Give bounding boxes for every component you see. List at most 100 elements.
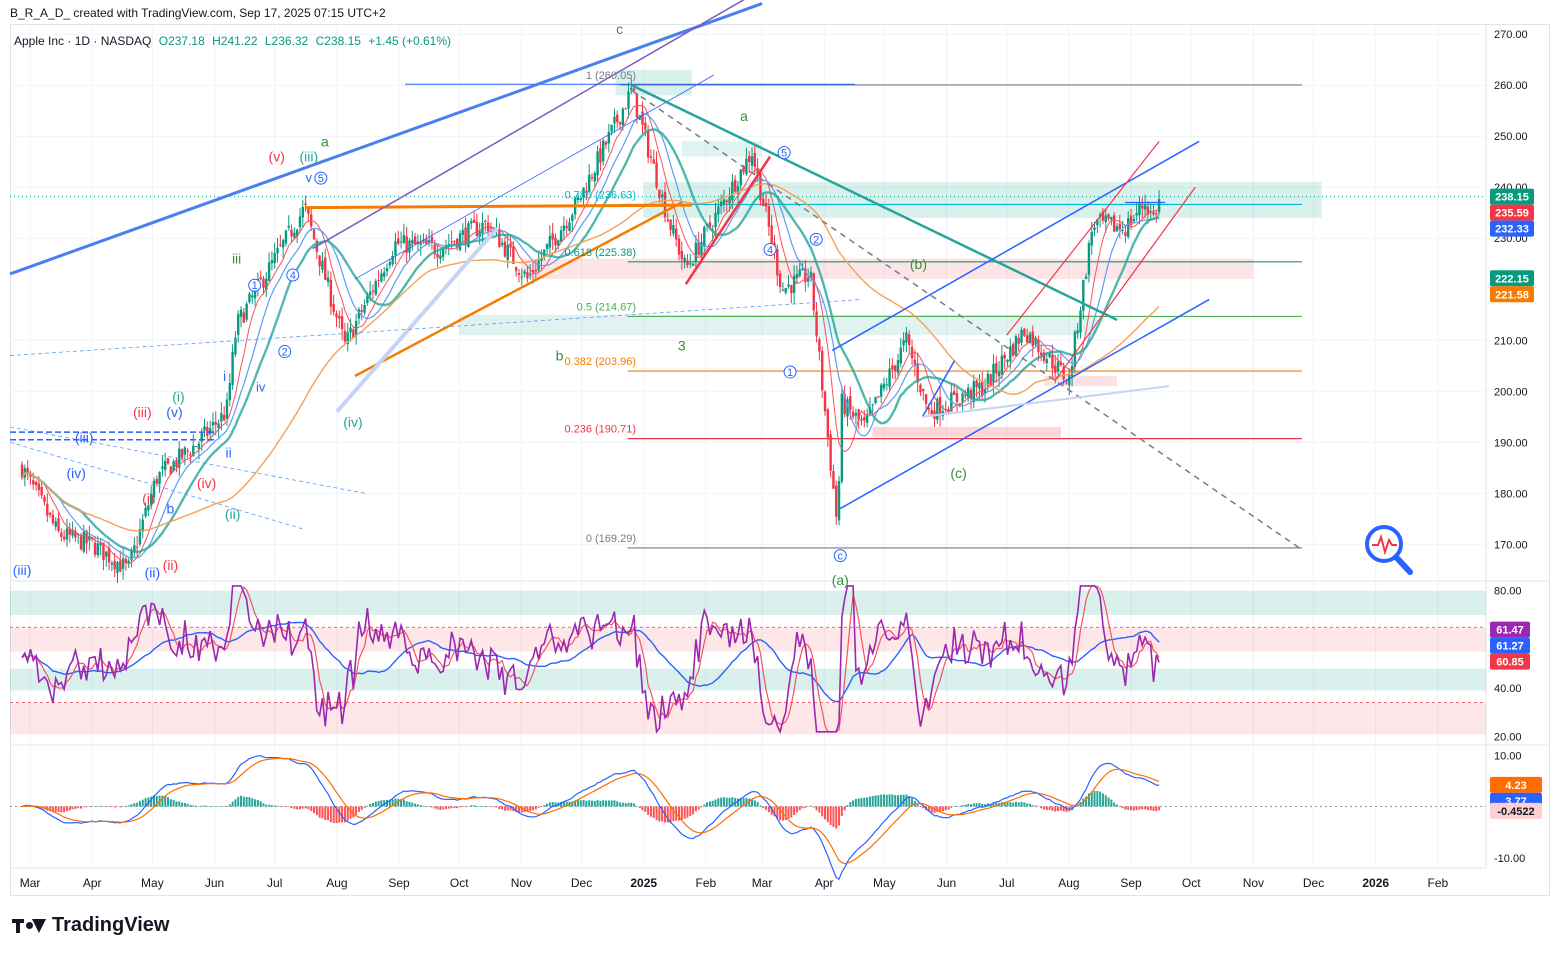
candle-body	[905, 332, 908, 343]
macd-histogram-bar	[318, 806, 321, 818]
candle-body	[837, 481, 841, 521]
macd-histogram-bar	[981, 803, 984, 807]
macd-histogram-bar	[975, 803, 978, 807]
macd-histogram-bar	[470, 805, 473, 807]
macd-histogram-bar	[517, 806, 520, 813]
tradingview-logo[interactable]: TradingView	[12, 914, 169, 937]
macd-histogram-bar	[638, 806, 641, 809]
candle-body	[368, 291, 372, 296]
macd-histogram-bar	[1028, 803, 1031, 807]
macd-histogram-bar	[341, 806, 344, 823]
wave-circle	[278, 345, 292, 359]
macd-histogram-bar	[560, 801, 563, 807]
candle-body	[972, 381, 976, 403]
macd-histogram-bar	[276, 805, 279, 807]
candle-body	[470, 221, 473, 224]
candle-body	[124, 558, 128, 563]
candle-body	[770, 225, 773, 246]
candle-body	[371, 290, 375, 292]
candle-body	[290, 229, 293, 237]
candle-body	[388, 262, 392, 266]
candle-body	[458, 233, 462, 250]
candle-body	[158, 472, 161, 485]
macd-histogram-bar	[596, 800, 599, 807]
candle-body	[366, 295, 369, 303]
candle-body	[714, 212, 717, 228]
price-tag-bg	[1490, 286, 1534, 303]
macd-histogram-bar	[894, 795, 897, 807]
macd-histogram-bar	[546, 803, 549, 807]
candle-body	[607, 131, 611, 144]
macd-histogram-bar	[515, 806, 518, 813]
macd-histogram-bar	[324, 806, 327, 820]
fib-level-label: 0.786 (236.63)	[564, 189, 636, 201]
macd-histogram-bar	[692, 806, 695, 815]
time-axis-label: 2026	[1362, 876, 1389, 890]
candle-body	[815, 311, 818, 337]
candle-body	[750, 156, 754, 166]
candle-body	[857, 409, 860, 420]
macd-histogram-bar	[211, 806, 214, 807]
macd-histogram-bar	[680, 806, 683, 820]
candle-body	[48, 512, 52, 515]
macd-histogram-bar	[773, 806, 776, 817]
candle-body	[436, 253, 439, 258]
macd-histogram-bar	[706, 802, 709, 807]
candle-body	[79, 534, 83, 550]
candle-body	[383, 272, 386, 277]
candle-body	[155, 479, 158, 484]
candle-body	[562, 225, 566, 231]
candle-body	[1051, 354, 1054, 369]
macd-histogram-bar	[352, 806, 355, 818]
macd-histogram-bar	[824, 806, 827, 820]
macd-histogram-bar	[116, 806, 119, 808]
candle-body	[276, 247, 279, 254]
wave-label: (i)	[172, 388, 184, 404]
price-tick-label: 250.00	[1494, 131, 1528, 143]
rsi-tag-label: 61.27	[1496, 641, 1524, 653]
candle-body	[927, 407, 931, 410]
candle-body	[93, 542, 97, 555]
macd-histogram-bar	[155, 795, 158, 807]
candle-body	[338, 315, 341, 319]
candle-body	[82, 531, 85, 552]
magnifier-pulse-icon[interactable]	[1365, 525, 1413, 575]
candle-body	[402, 234, 406, 244]
macd-histogram-bar	[868, 796, 871, 807]
macd-histogram-bar	[228, 804, 231, 807]
candle-body	[200, 433, 203, 442]
macd-histogram-bar	[383, 800, 386, 807]
macd-histogram-bar	[1132, 806, 1135, 811]
candle-body	[1034, 337, 1037, 345]
wave-label: iii	[232, 251, 241, 267]
candle-body	[1155, 213, 1158, 215]
wave-label: 5	[781, 148, 787, 160]
macd-histogram-bar	[503, 806, 506, 811]
macd-histogram-bar	[203, 805, 206, 807]
macd-histogram-bar	[897, 795, 900, 807]
macd-histogram-bar	[537, 806, 540, 808]
candle-body	[186, 450, 189, 452]
candle-body	[54, 521, 57, 527]
macd-histogram-bar	[860, 798, 863, 807]
candle-body	[105, 551, 108, 557]
candle-body	[267, 262, 271, 281]
macd-histogram-bar	[127, 805, 130, 807]
fib-level-label: 0.618 (225.38)	[564, 247, 636, 259]
candle-body	[809, 271, 813, 277]
macd-histogram-bar	[301, 806, 304, 809]
candle-body	[281, 240, 285, 248]
macd-histogram-bar	[1138, 806, 1141, 810]
macd-histogram-bar	[1045, 806, 1048, 811]
candle-body	[107, 547, 111, 563]
wave-circle	[777, 146, 791, 160]
wave-label: (iv)	[343, 414, 362, 430]
macd-histogram-bar	[871, 796, 874, 807]
candle-body	[689, 263, 692, 265]
wave-label: (iii)	[299, 149, 318, 165]
candle-body	[228, 383, 231, 401]
macd-histogram-bar	[1037, 806, 1040, 808]
candle-body	[234, 337, 237, 355]
candle-body	[576, 197, 580, 200]
